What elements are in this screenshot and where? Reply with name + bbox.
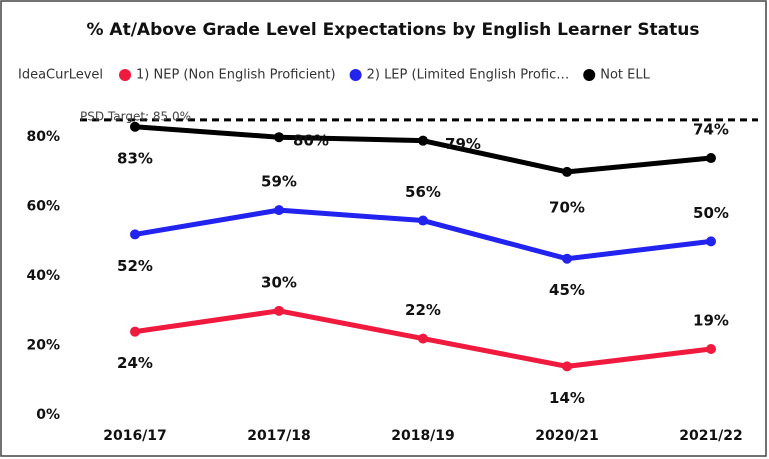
value-label: 45% <box>549 281 585 299</box>
value-label: 52% <box>117 257 153 275</box>
value-label: 30% <box>261 273 297 291</box>
point <box>562 166 572 177</box>
legend-label: Not ELL <box>600 68 650 83</box>
x-tick-label: 2017/18 <box>247 428 311 444</box>
legend-swatch <box>119 69 132 81</box>
value-label: 22% <box>405 301 441 319</box>
x-tick-label: 2018/19 <box>391 428 455 444</box>
legend-label: 1) NEP (Non English Proficient) <box>136 68 336 83</box>
legend-label: 2) LEP (Limited English Profic… <box>367 68 570 83</box>
value-label: 24% <box>117 354 153 372</box>
legend-title: IdeaCurLevel <box>18 68 103 83</box>
point <box>706 344 716 355</box>
y-tick-label: 80% <box>26 129 60 145</box>
point <box>706 153 716 164</box>
point <box>130 229 140 240</box>
point <box>274 205 284 216</box>
value-label: 74% <box>693 121 729 139</box>
legend-swatch <box>583 69 596 81</box>
x-tick-label: 2016/17 <box>103 428 167 444</box>
point <box>418 333 428 344</box>
value-label: 70% <box>549 198 585 216</box>
x-tick-label: 2020/21 <box>535 428 599 444</box>
value-label: 50% <box>693 204 729 222</box>
point <box>130 326 140 337</box>
value-label: 59% <box>261 173 297 191</box>
value-label: 14% <box>549 389 585 407</box>
value-label: 80% <box>293 132 329 150</box>
y-tick-label: 20% <box>26 338 60 354</box>
target-label: PSD Target: 85.0% <box>80 109 191 123</box>
point <box>562 253 572 264</box>
y-tick-label: 40% <box>26 268 60 284</box>
y-tick-label: 0% <box>36 407 60 423</box>
value-label: 56% <box>405 183 441 201</box>
point <box>562 361 572 372</box>
point <box>706 236 716 247</box>
legend-swatch <box>349 69 362 81</box>
value-label: 83% <box>117 149 153 167</box>
point <box>274 305 284 316</box>
chart-title: % At/Above Grade Level Expectations by E… <box>86 20 699 40</box>
point <box>274 132 284 143</box>
x-tick-label: 2021/22 <box>679 428 743 444</box>
point <box>130 121 140 132</box>
value-label: 19% <box>693 312 729 330</box>
point <box>418 215 428 226</box>
value-label: 79% <box>445 135 481 153</box>
point <box>418 135 428 146</box>
y-tick-label: 60% <box>26 199 60 215</box>
